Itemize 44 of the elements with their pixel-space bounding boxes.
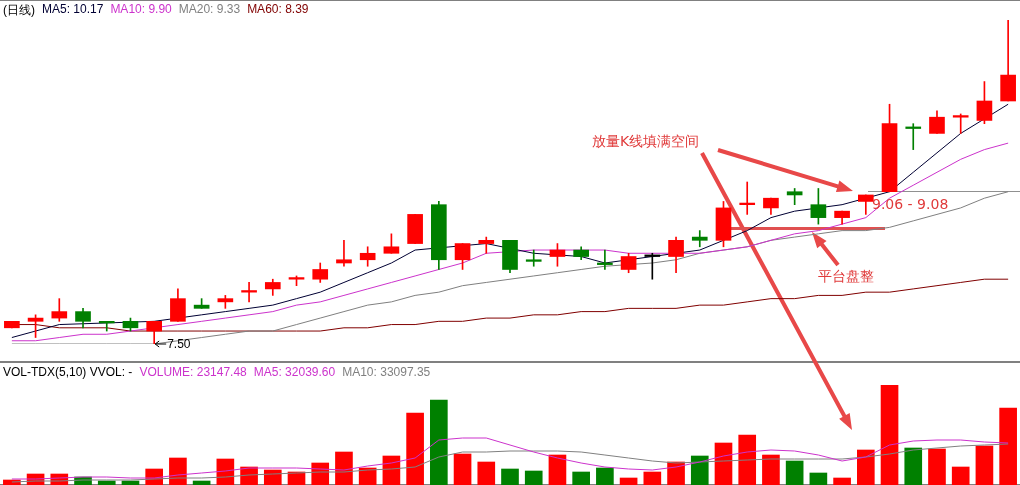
chart-title: (日线): [3, 2, 35, 19]
bar: [951, 466, 970, 485]
bar: [335, 451, 353, 485]
annotation: 平台盘整: [818, 268, 874, 286]
text: MA60: 8.39: [247, 2, 309, 18]
bar: [453, 453, 472, 485]
bar: [619, 477, 638, 485]
bar: [524, 470, 543, 485]
text: MA10: 33097.35: [342, 365, 431, 379]
bar: [596, 467, 614, 485]
text: VOLUME: 23147.48: [139, 365, 247, 379]
text: MA20: 9.33: [178, 2, 241, 18]
bar: [738, 434, 757, 485]
annotation: 放量K线填满空间: [592, 133, 700, 151]
bar: [97, 480, 116, 485]
text: MA5: 32039.60: [253, 365, 336, 379]
bar: [762, 454, 780, 485]
text: MA5: 10.17: [42, 2, 104, 18]
annotation: 7.50: [167, 337, 191, 352]
bar: [690, 455, 709, 485]
bar: [430, 399, 448, 485]
bar: [928, 448, 946, 485]
candlestick: [336, 239, 352, 267]
bar: [548, 454, 567, 485]
bar: [809, 472, 828, 485]
candlestick: [952, 113, 969, 134]
candlestick: [525, 249, 542, 267]
bar: [999, 407, 1017, 485]
bar: [501, 468, 519, 485]
bar: [358, 467, 377, 485]
candlestick: [691, 230, 708, 248]
bar: [975, 445, 994, 485]
bar: [572, 471, 590, 485]
bar: [406, 412, 424, 485]
text: MA10: 9.90: [110, 2, 172, 18]
bar: [904, 447, 923, 485]
bar: [856, 449, 875, 485]
bar: [880, 385, 899, 485]
bar: [643, 471, 662, 485]
bar: [477, 461, 496, 485]
bar: [833, 477, 851, 485]
candlestick: [478, 236, 495, 254]
chart-title: VOL-TDX(5,10) VVOL: -: [3, 365, 133, 379]
bar: [785, 460, 804, 485]
